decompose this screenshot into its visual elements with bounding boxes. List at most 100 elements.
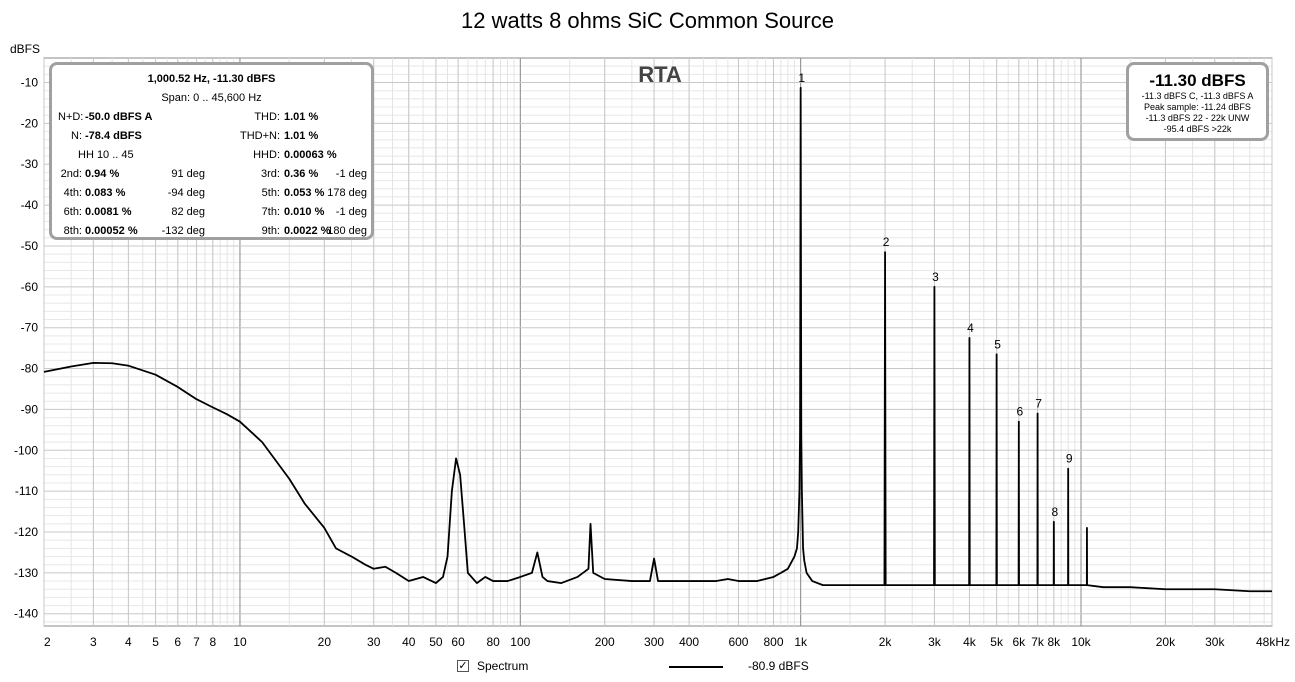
harmonic-value: 0.00052 % — [85, 225, 138, 237]
level-meter-panel[interactable]: -11.30 dBFS -11.3 dBFS C, -11.3 dBFS A P… — [1126, 62, 1269, 141]
x-tick-label: 5k — [990, 635, 1004, 649]
y-tick-label: -100 — [14, 443, 38, 457]
harmonic-marker-label: 7 — [1035, 397, 1042, 411]
y-tick-label: -30 — [21, 157, 39, 171]
harmonic-value: 0.010 % — [284, 206, 325, 218]
x-tick-label: 100 — [510, 635, 530, 649]
x-tick-label: 600 — [728, 635, 748, 649]
nd-label: N+D: — [58, 111, 84, 123]
x-tick-label: 10k — [1071, 635, 1091, 649]
n-value: -78.4 dBFS — [85, 130, 142, 142]
harmonic-phase: 178 deg — [327, 187, 367, 199]
harmonic-marker-label: 8 — [1052, 505, 1059, 519]
hhd-label: HHD: — [253, 149, 280, 161]
x-tick-label: 1k — [794, 635, 808, 649]
x-tick-label: 10 — [233, 635, 247, 649]
y-tick-label: -10 — [21, 76, 39, 90]
x-tick-label: 800 — [763, 635, 783, 649]
spectrum-checkbox[interactable]: ✓ — [457, 660, 469, 672]
harmonic-value: 0.94 % — [85, 168, 120, 180]
level-line-2: Peak sample: -11.24 dBFS — [1144, 102, 1251, 112]
y-tick-label: -110 — [15, 484, 38, 498]
harmonic-value: 0.0022 % — [284, 225, 331, 237]
x-tick-label: 30 — [367, 635, 381, 649]
thdn-value: 1.01 % — [284, 130, 319, 142]
legend-value-label: -80.9 dBFS — [748, 659, 809, 673]
harmonic-value: 0.083 % — [85, 187, 126, 199]
nd-value: -50.0 dBFS A — [85, 111, 153, 123]
harmonic-marker-label: 2 — [883, 235, 890, 249]
harmonic-phase: 91 deg — [171, 168, 205, 180]
harmonic-label: 9th: — [261, 225, 280, 237]
harmonic-label: 6th: — [63, 206, 82, 218]
y-tick-label: -90 — [21, 402, 39, 416]
hh-label: HH 10 .. 45 — [78, 149, 134, 161]
y-tick-label: -50 — [21, 239, 39, 253]
y-tick-label: -140 — [14, 607, 38, 621]
harmonic-marker-label: 6 — [1016, 405, 1023, 419]
level-main: -11.30 dBFS — [1149, 71, 1246, 90]
x-tick-label: 6 — [174, 635, 181, 649]
x-tick-label: 8 — [209, 635, 216, 649]
x-tick-label: 50 — [429, 635, 443, 649]
spectrum-series-line — [43, 86, 1272, 593]
harmonic-phase: -132 deg — [161, 225, 205, 237]
harmonic-label: 4th: — [63, 187, 82, 199]
harmonic-marker-label: 5 — [994, 337, 1001, 351]
harmonic-phase: -94 deg — [167, 187, 205, 199]
x-tick-label: 3 — [90, 635, 97, 649]
x-tick-label: 400 — [679, 635, 699, 649]
legend-line-swatch — [669, 666, 723, 668]
harmonic-value: 0.0081 % — [85, 206, 132, 218]
x-tick-label: 8k — [1048, 635, 1062, 649]
x-tick-label: 7k — [1031, 635, 1045, 649]
harmonic-marker-label: 1 — [798, 71, 805, 85]
harmonic-label: 7th: — [261, 206, 280, 218]
thdn-label: THD+N: — [239, 130, 280, 142]
x-tick-label: 4k — [963, 635, 977, 649]
harmonic-value: 0.36 % — [284, 168, 319, 180]
x-tick-label: 300 — [644, 635, 664, 649]
y-tick-label: -40 — [21, 198, 39, 212]
harmonic-marker-label: 3 — [932, 270, 939, 284]
harmonic-value: 0.053 % — [284, 187, 325, 199]
x-tick-label: 3k — [928, 635, 942, 649]
y-tick-label: -120 — [14, 525, 38, 539]
level-line-4: -95.4 dBFS >22k — [1163, 124, 1232, 134]
x-tick-label: 30k — [1205, 635, 1225, 649]
n-label: N: — [71, 130, 82, 142]
distortion-info-panel[interactable]: 1,000.52 Hz, -11.30 dBFS Span: 0 .. 45,6… — [49, 62, 374, 240]
x-tick-label: 40 — [402, 635, 416, 649]
level-line-3: -11.3 dBFS 22 - 22k UNW — [1145, 113, 1250, 123]
info-span: Span: 0 .. 45,600 Hz — [52, 92, 371, 104]
x-tick-label: 6k — [1012, 635, 1026, 649]
y-tick-label: -70 — [21, 321, 39, 335]
span-text: Span: 0 .. 45,600 Hz — [161, 92, 262, 104]
harmonic-label: 5th: — [261, 187, 280, 199]
harmonic-label: 8th: — [63, 225, 82, 237]
thd-label: THD: — [254, 111, 280, 123]
x-tick-label: 2 — [44, 635, 51, 649]
y-tick-label: -80 — [21, 362, 39, 376]
x-tick-label: 4 — [125, 635, 132, 649]
harmonic-marker-label: 4 — [967, 321, 974, 335]
harmonic-marker-label: 9 — [1066, 452, 1073, 466]
thd-value: 1.01 % — [284, 111, 319, 123]
y-tick-label: -60 — [21, 280, 39, 294]
x-tick-label: 7 — [193, 635, 200, 649]
harmonic-label: 3rd: — [261, 168, 280, 180]
x-tick-label: 2k — [879, 635, 893, 649]
x-tick-label: 20k — [1156, 635, 1176, 649]
x-tick-label: 5 — [152, 635, 159, 649]
harmonic-phase: 180 deg — [327, 225, 367, 237]
chart-title: 12 watts 8 ohms SiC Common Source — [461, 8, 834, 33]
y-axis-unit: dBFS — [10, 42, 41, 56]
x-tick-label: 20 — [318, 635, 332, 649]
level-line-1: -11.3 dBFS C, -11.3 dBFS A — [1141, 91, 1254, 101]
y-tick-label: -130 — [14, 566, 38, 580]
rta-label: RTA — [638, 62, 682, 87]
harmonic-label: 2nd: — [60, 168, 82, 180]
harmonic-phase: -1 deg — [335, 168, 367, 180]
x-tick-label: 80 — [486, 635, 500, 649]
